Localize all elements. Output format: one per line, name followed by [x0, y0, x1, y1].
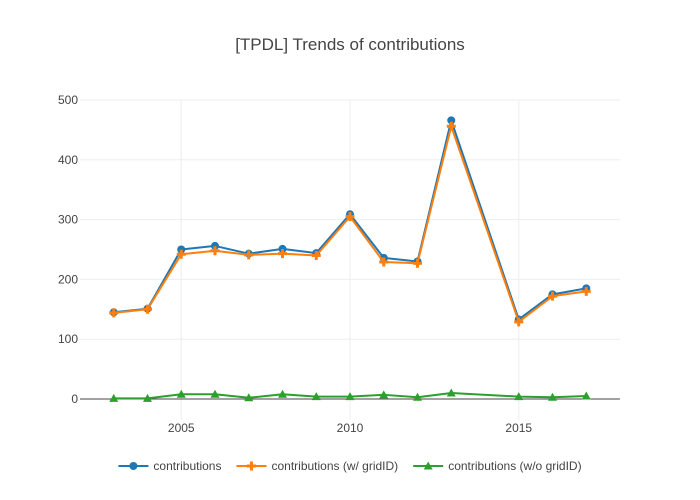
data-point — [447, 116, 456, 125]
data-point — [211, 241, 219, 250]
legend-label: contributions (w/ gridID) — [271, 459, 398, 473]
series-line — [113, 125, 587, 323]
data-point — [446, 388, 456, 397]
data-point — [345, 212, 355, 222]
y-tick-label: 200 — [58, 272, 78, 286]
x-tick-label: 2005 — [168, 421, 195, 435]
y-tick-label: 300 — [58, 213, 78, 227]
data-point — [311, 392, 321, 401]
data-point — [176, 249, 186, 259]
data-point — [278, 244, 287, 253]
data-point — [514, 392, 524, 401]
legend-marker-swatch — [246, 461, 256, 471]
data-point — [244, 393, 254, 402]
y-tick-label: 400 — [58, 153, 78, 167]
data-point — [379, 257, 389, 267]
data-point — [379, 390, 389, 399]
y-tick-label: 100 — [58, 332, 78, 346]
series-layer — [109, 116, 591, 402]
legend-marker-swatch — [423, 461, 433, 470]
data-point — [581, 286, 591, 296]
data-point — [514, 317, 524, 327]
data-point — [109, 308, 119, 318]
series-line — [113, 392, 587, 400]
x-tick-label: 2010 — [337, 421, 364, 435]
data-point — [143, 304, 152, 314]
data-point — [413, 392, 422, 401]
data-point — [210, 389, 220, 398]
data-point — [210, 246, 220, 256]
data-point — [446, 121, 456, 131]
data-point — [311, 250, 321, 260]
data-point — [413, 258, 422, 268]
data-point — [278, 249, 287, 259]
x-tick-label: 2015 — [505, 421, 532, 435]
legend[interactable]: contributions contributions (w/ gridID) co… — [118, 459, 582, 473]
y-tick-label: 500 — [58, 93, 78, 107]
series-group — [109, 388, 591, 402]
series-group — [109, 121, 591, 327]
data-point — [177, 245, 186, 254]
data-point — [143, 393, 152, 402]
y-tick-label: 0 — [71, 392, 78, 406]
data-point — [345, 392, 355, 401]
data-point — [244, 250, 254, 260]
legend-item[interactable]: contributions (w/ gridID) — [236, 459, 398, 473]
data-point — [278, 389, 287, 398]
legend-label: contributions (w/o gridID) — [448, 459, 581, 473]
data-point — [581, 391, 591, 400]
legend-marker-swatch — [129, 462, 138, 470]
data-point — [548, 291, 557, 301]
legend-label: contributions — [153, 459, 221, 473]
axes: 0 100 200 300 400 500 2005 2010 2015 — [58, 93, 620, 435]
legend-item[interactable]: contributions — [118, 459, 221, 473]
data-point — [176, 389, 186, 398]
data-point — [109, 393, 119, 402]
chart-title: [TPDL] Trends of contributions — [235, 35, 465, 54]
data-point — [548, 392, 557, 401]
legend-item[interactable]: contributions (w/o gridID) — [413, 459, 582, 473]
